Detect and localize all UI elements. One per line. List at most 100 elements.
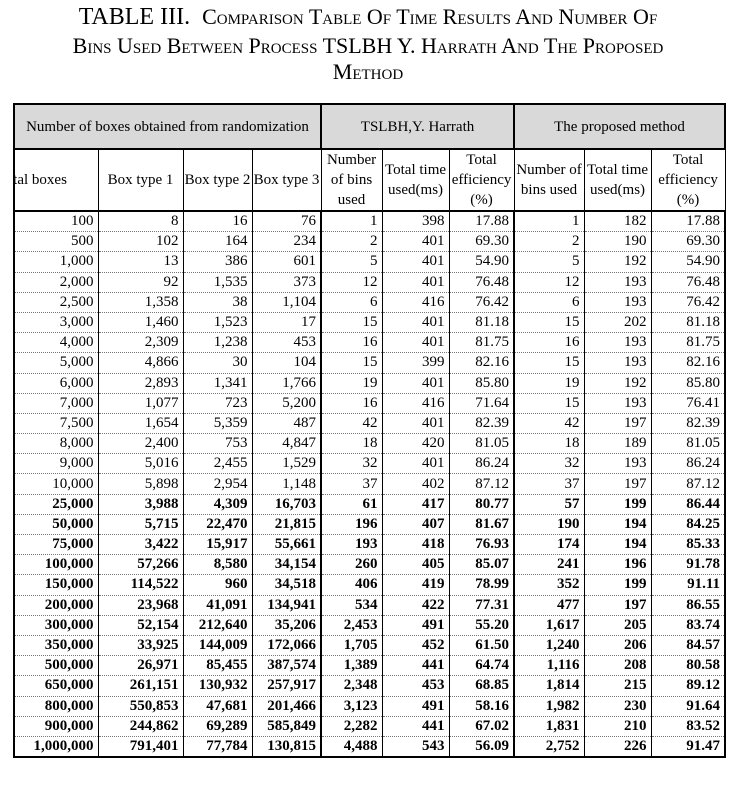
- cell-tslbh-efficiency: 68.85: [448, 675, 516, 697]
- cell-proposed-bins: 6: [513, 292, 585, 313]
- cell-box-type-3: 34,154: [251, 554, 323, 576]
- cell-box-type-2: 1,238: [182, 332, 253, 354]
- table-row: 800,000 550,853 47,681 201,466 3,123 491 58.16…: [13, 696, 727, 717]
- cell-box-type-2: 4,309: [182, 494, 253, 515]
- cell-tslbh-time: 543: [381, 736, 450, 759]
- cell-tslbh-time: 398: [381, 211, 450, 233]
- cell-tslbh-efficiency: 78.99: [448, 574, 516, 596]
- cell-proposed-time: 194: [583, 534, 652, 556]
- cell-proposed-bins: 32: [513, 453, 585, 475]
- cell-tslbh-bins: 42: [320, 413, 383, 435]
- cell-tslbh-bins: 32: [320, 453, 383, 475]
- cell-box-type-2: 38: [182, 292, 253, 313]
- cell-proposed-bins: 2: [513, 231, 585, 253]
- cell-proposed-efficiency: 83.52: [650, 716, 727, 737]
- cell-total-boxes: 100: [13, 211, 99, 233]
- cell-proposed-bins: 37: [513, 473, 585, 495]
- cell-box-type-1: 92: [97, 272, 184, 293]
- cell-box-type-1: 244,862: [97, 716, 184, 737]
- cell-proposed-bins: 1,617: [513, 615, 585, 636]
- cell-tslbh-bins: 18: [320, 433, 383, 455]
- table-row: 5,000 4,866 30 104 15 399 82.16 15 193 82.16: [13, 352, 727, 374]
- cell-tslbh-time: 491: [381, 696, 450, 717]
- cell-tslbh-efficiency: 58.16: [448, 696, 516, 717]
- cell-tslbh-efficiency: 81.18: [448, 312, 516, 334]
- cell-proposed-bins: 1,982: [513, 696, 585, 717]
- cell-tslbh-efficiency: 86.24: [448, 453, 516, 475]
- cell-proposed-time: 208: [583, 655, 652, 677]
- cell-box-type-3: 373: [251, 272, 323, 293]
- cell-tslbh-bins: 16: [320, 332, 383, 354]
- cell-proposed-time: 194: [583, 514, 652, 536]
- cell-tslbh-time: 441: [381, 716, 450, 737]
- cell-proposed-efficiency: 76.41: [650, 393, 727, 414]
- cell-box-type-2: 69,289: [182, 716, 253, 737]
- cell-total-boxes: 1,000: [13, 251, 99, 273]
- cell-box-type-3: 601: [251, 251, 323, 273]
- cell-tslbh-efficiency: 69.30: [448, 231, 516, 253]
- cell-proposed-time: 193: [583, 453, 652, 475]
- cell-proposed-efficiency: 91.64: [650, 696, 727, 717]
- cell-proposed-efficiency: 82.16: [650, 352, 727, 374]
- table-row: 1,000 13 386 601 5 401 54.90 5 192 54.90: [13, 251, 727, 273]
- cell-box-type-1: 2,400: [97, 433, 184, 455]
- cell-total-boxes: 75,000: [13, 534, 99, 556]
- cell-proposed-efficiency: 81.75: [650, 332, 727, 354]
- comparison-table: Number of boxes obtained from randomizat…: [12, 103, 727, 759]
- cell-tslbh-time: 416: [381, 292, 450, 313]
- cell-proposed-time: 197: [583, 413, 652, 435]
- col-header-proposed-time: Total time used(ms): [583, 148, 652, 212]
- cell-total-boxes: 9,000: [13, 453, 99, 475]
- cell-box-type-1: 114,522: [97, 574, 184, 596]
- cell-box-type-2: 1,523: [182, 312, 253, 334]
- cell-proposed-time: 197: [583, 473, 652, 495]
- cell-box-type-3: 4,847: [251, 433, 323, 455]
- cell-box-type-2: 85,455: [182, 655, 253, 677]
- cell-tslbh-efficiency: 80.77: [448, 494, 516, 515]
- cell-proposed-bins: 15: [513, 393, 585, 414]
- cell-box-type-2: 5,359: [182, 413, 253, 435]
- cell-proposed-bins: 174: [513, 534, 585, 556]
- table-row: 8,000 2,400 753 4,847 18 420 81.05 18 189 81.05: [13, 433, 727, 455]
- cell-box-type-1: 550,853: [97, 696, 184, 717]
- table-row: 10,000 5,898 2,954 1,148 37 402 87.12 37 197 87.1…: [13, 473, 727, 495]
- cell-tslbh-time: 441: [381, 655, 450, 677]
- cell-tslbh-efficiency: 64.74: [448, 655, 516, 677]
- cell-tslbh-bins: 3,123: [320, 696, 383, 717]
- cell-total-boxes: 25,000: [13, 494, 99, 515]
- cell-tslbh-efficiency: 76.48: [448, 272, 516, 293]
- cell-tslbh-time: 401: [381, 231, 450, 253]
- cell-box-type-1: 102: [97, 231, 184, 253]
- cell-box-type-2: 2,455: [182, 453, 253, 475]
- cell-tslbh-efficiency: 85.07: [448, 554, 516, 576]
- cell-total-boxes: 10,000: [13, 473, 99, 495]
- cell-tslbh-bins: 2,282: [320, 716, 383, 737]
- cell-tslbh-time: 401: [381, 312, 450, 334]
- cell-proposed-efficiency: 54.90: [650, 251, 727, 273]
- cell-box-type-1: 4,866: [97, 352, 184, 374]
- cell-tslbh-efficiency: 56.09: [448, 736, 516, 759]
- cell-tslbh-efficiency: 76.93: [448, 534, 516, 556]
- cell-box-type-3: 201,466: [251, 696, 323, 717]
- cell-box-type-3: 387,574: [251, 655, 323, 677]
- cell-tslbh-time: 417: [381, 494, 450, 515]
- cell-tslbh-time: 452: [381, 635, 450, 657]
- cell-box-type-3: 104: [251, 352, 323, 374]
- cell-total-boxes: 800,000: [13, 696, 99, 717]
- cell-total-boxes: 650,000: [13, 675, 99, 697]
- caption-line-1: TABLE III. Comparison Table Of Time Resu…: [0, 4, 736, 33]
- cell-tslbh-time: 491: [381, 615, 450, 636]
- table-row: 2,000 92 1,535 373 12 401 76.48 12 193 76.48: [13, 272, 727, 293]
- table-row: 50,000 5,715 22,470 21,815 196 407 81.67 190 194…: [13, 514, 727, 536]
- cell-proposed-bins: 19: [513, 373, 585, 394]
- cell-total-boxes: 200,000: [13, 595, 99, 616]
- cell-tslbh-time: 422: [381, 595, 450, 616]
- group-header-proposed: The proposed method: [513, 103, 727, 150]
- cell-box-type-2: 212,640: [182, 615, 253, 636]
- cell-total-boxes: 7,500: [13, 413, 99, 435]
- cell-tslbh-bins: 1,705: [320, 635, 383, 657]
- cell-box-type-1: 1,460: [97, 312, 184, 334]
- table-body: 100 8 16 76 1 398 17.88 1 182 17.88 500 102 164 234 2 4…: [13, 211, 727, 759]
- cell-box-type-1: 5,016: [97, 453, 184, 475]
- table-row: 2,500 1,358 38 1,104 6 416 76.42 6 193 76.42: [13, 292, 727, 313]
